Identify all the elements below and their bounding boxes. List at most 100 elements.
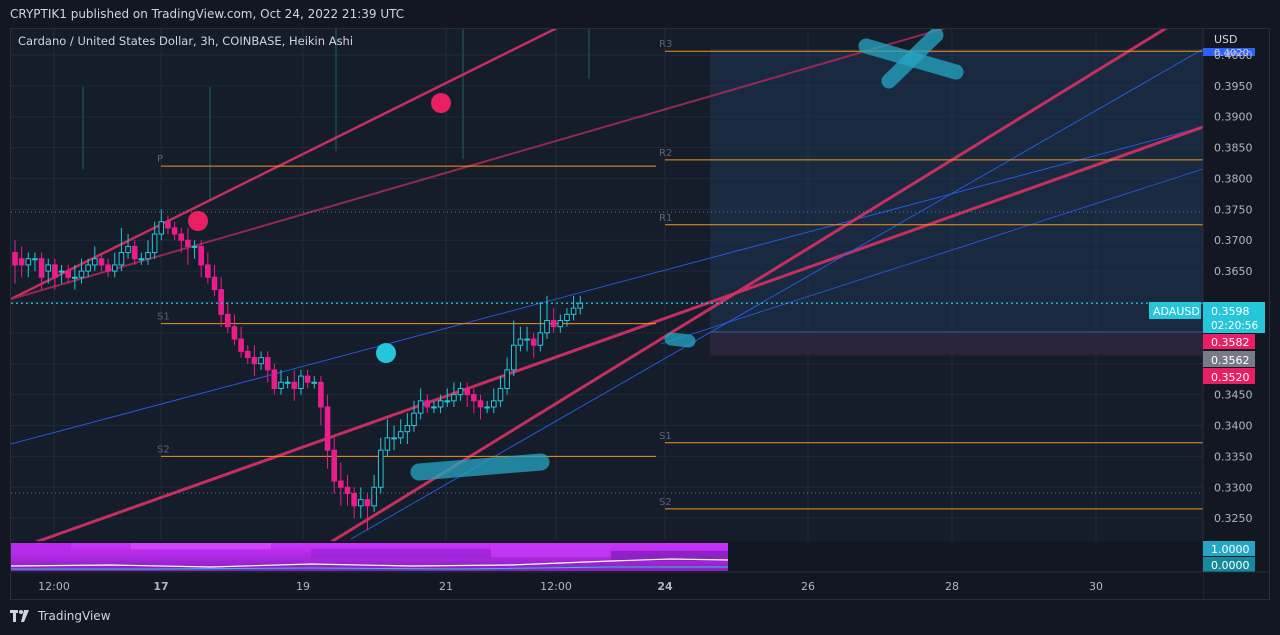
price-badge-3 — [1203, 368, 1255, 384]
price-badge-2-text: 0.3562 — [1211, 354, 1250, 367]
candle-body — [85, 264, 91, 272]
candle-body — [371, 486, 377, 507]
indicator-cell — [491, 545, 611, 557]
candle-body — [145, 252, 151, 260]
candle-body — [198, 245, 204, 266]
candle-body — [397, 431, 404, 439]
candle-body — [225, 313, 231, 328]
trend-line — [11, 126, 1203, 445]
time-tick-label: 21 — [439, 580, 453, 593]
last-price-value: 0.3598 — [1211, 305, 1250, 318]
candle-body — [404, 425, 411, 433]
candle-body — [451, 394, 457, 402]
time-tick-label: 30 — [1089, 580, 1103, 593]
trend-lines — [11, 29, 1203, 541]
candle-body — [417, 400, 424, 414]
candle-body — [311, 381, 318, 384]
candle-body — [351, 492, 357, 507]
candle-body — [25, 258, 32, 266]
candle-body — [364, 499, 371, 507]
symbol-legend[interactable]: Cardano / United States Dollar, 3h, COIN… — [18, 34, 353, 48]
tradingview-brand[interactable]: TradingView — [10, 609, 111, 623]
trend-line — [11, 29, 558, 301]
candle-body — [457, 387, 464, 396]
candle-body — [291, 381, 298, 389]
trend-line — [11, 29, 946, 300]
sell-signal-dot — [188, 211, 208, 231]
price-badge-1-text: 0.3582 — [1211, 336, 1250, 349]
candle-body — [424, 400, 431, 408]
price-badge-3-text: 0.3520 — [1211, 371, 1250, 384]
published-text: CRYPTIK1 published on TradingView.com, O… — [10, 7, 405, 21]
candle-body — [391, 437, 397, 440]
indicator-bottom-value: 0.0000 — [1211, 559, 1250, 572]
highlight-stroke — [410, 453, 550, 481]
candle-body — [258, 357, 264, 365]
candle-body — [105, 264, 111, 272]
candle-body — [98, 258, 105, 266]
candle-body — [118, 252, 125, 266]
candle-body — [550, 320, 557, 328]
candle-body — [72, 276, 78, 279]
price-tick-label: 0.3650 — [1214, 265, 1253, 278]
publish-header: CRYPTIK1 published on TradingView.com, O… — [0, 0, 1280, 30]
indicator-heatmap — [10, 543, 729, 571]
candle-body — [211, 276, 218, 291]
last-price-badge — [1203, 302, 1265, 333]
candle-body — [218, 289, 224, 315]
brand-name: TradingView — [38, 609, 111, 623]
candle-body — [244, 350, 251, 359]
pivot-label-current: S1 — [659, 431, 672, 442]
candle-body — [158, 221, 165, 235]
candle-body — [58, 270, 65, 273]
candle-body — [12, 252, 18, 266]
time-tick-label: 19 — [296, 580, 310, 593]
candle-body — [92, 258, 98, 266]
candles — [12, 209, 584, 531]
pivot-lines: P S1 S2 R3 R2 R1 S1 S2 — [157, 39, 1203, 510]
candle-body — [304, 375, 311, 383]
candle-body — [251, 357, 258, 365]
candle-body — [278, 381, 284, 389]
candle-body — [437, 400, 444, 408]
candle-body — [264, 357, 271, 371]
chart-panel[interactable]: P S1 S2 R3 R2 R1 S1 S2 Cardano / United States … — [10, 28, 1270, 600]
trend-line — [330, 29, 1168, 541]
candle-body — [384, 437, 391, 451]
price-badge-2 — [1203, 351, 1255, 367]
candle-body — [324, 406, 331, 451]
price-tick-label: 0.3350 — [1214, 450, 1253, 463]
price-ticks: 0.4000 0.3950 0.3900 0.3850 0.3800 0.3750 0.37… — [1214, 49, 1253, 525]
candle-body — [358, 499, 364, 507]
faded-volume-bars — [82, 29, 590, 199]
price-tick-label: 0.3950 — [1214, 80, 1253, 93]
price-chart[interactable]: P S1 S2 R3 R2 R1 S1 S2 Cardano / United States … — [10, 29, 1269, 599]
candle-body — [484, 406, 490, 409]
candle-body — [331, 449, 337, 482]
pivot-label-current: R1 — [659, 213, 672, 224]
price-tick-label: 0.4000 — [1214, 49, 1253, 62]
candle-body — [524, 338, 530, 341]
indicator-top-badge — [1203, 541, 1255, 556]
time-axis[interactable] — [11, 572, 1203, 599]
candle-body — [344, 486, 351, 494]
symbol-badge — [1149, 302, 1201, 319]
candle-body — [377, 449, 384, 488]
indicator-cell — [131, 543, 271, 549]
price-tick-label: 0.3900 — [1214, 111, 1253, 124]
candle-body — [178, 233, 185, 241]
candle-body — [165, 221, 171, 229]
highlight-stroke — [664, 332, 696, 348]
footer — [0, 600, 1280, 635]
candle-body — [504, 369, 510, 389]
candle-body — [477, 400, 484, 408]
candle-body — [185, 239, 191, 247]
price-tick-label: 0.3800 — [1214, 172, 1253, 185]
candle-body — [65, 270, 72, 278]
candle-body — [298, 375, 304, 389]
candle-body — [271, 369, 278, 389]
candle-body — [411, 412, 417, 427]
projection-box — [710, 49, 1203, 354]
candle-body — [111, 264, 118, 272]
top-price-badge — [1203, 48, 1255, 56]
